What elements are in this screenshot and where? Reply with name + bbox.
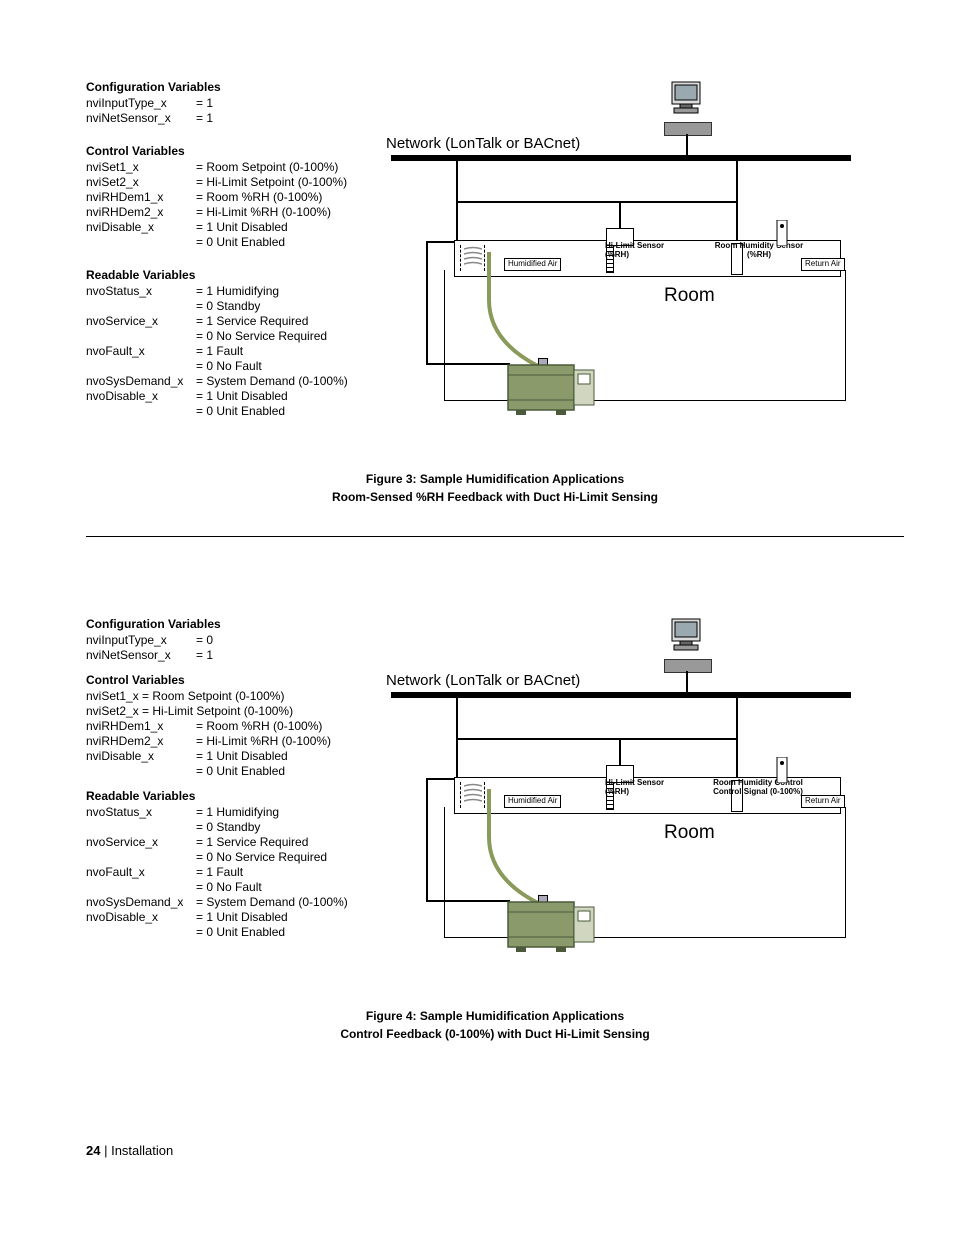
control-vars-table: nviSet1_x= Room Setpoint (0-100%)nviSet2… [86,160,347,250]
figure4-block: Configuration Variables nviInputType_x= … [86,617,904,967]
readable-vars-table: nvoStatus_x= 1 Humidifying= 0 Standbynvo… [86,284,348,419]
humidifier-icon [506,897,596,952]
config-heading: Configuration Variables [86,80,386,94]
figure4-caption: Figure 4: Sample Humidification Applicat… [86,1007,904,1043]
control-line: nviSet2_x = Hi-Limit Setpoint (0-100%) [86,704,386,719]
footer-section: Installation [111,1143,173,1158]
readable-heading: Readable Variables [86,268,386,282]
control-vars-table: nviRHDem1_x= Room %RH (0-100%)nviRHDem2_… [86,719,331,779]
page-number: 24 [86,1143,100,1158]
config-vars-table: nviInputType_x= 0nviNetSensor_x= 1 [86,633,213,663]
steam-pipe [386,617,856,967]
figure3-variables: Configuration Variables nviInputType_x= … [86,80,386,419]
config-vars-table: nviInputType_x= 1nviNetSensor_x= 1 [86,96,213,126]
figure3-caption: Figure 3: Sample Humidification Applicat… [86,470,904,506]
control-line: nviSet1_x = Room Setpoint (0-100%) [86,689,386,704]
figure4-diagram: Network (LonTalk or BACnet) Humidified A… [386,617,856,967]
control-heading: Control Variables [86,144,386,158]
figure3-block: Configuration Variables nviInputType_x= … [86,80,904,430]
steam-pipe [386,80,856,430]
control-heading: Control Variables [86,673,386,687]
figure4-variables: Configuration Variables nviInputType_x= … [86,617,386,940]
figure3-diagram: Network (LonTalk or BACnet) [386,80,856,430]
section-divider [86,536,904,537]
readable-vars-table: nvoStatus_x= 1 Humidifying= 0 Standbynvo… [86,805,348,940]
readable-heading: Readable Variables [86,789,386,803]
config-heading: Configuration Variables [86,617,386,631]
humidifier-icon [506,360,596,415]
page-footer: 24 | Installation [86,1143,904,1158]
